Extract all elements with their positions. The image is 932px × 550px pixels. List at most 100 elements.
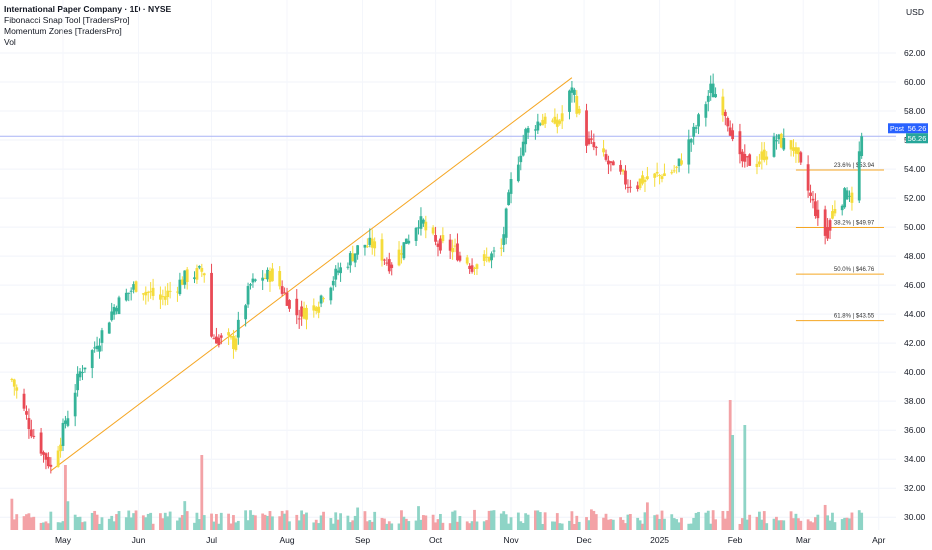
volume-bar bbox=[300, 510, 304, 530]
candle bbox=[536, 113, 540, 135]
volume-bar bbox=[200, 455, 204, 530]
candle bbox=[288, 299, 291, 312]
last-price-tag[interactable]: 56.26 bbox=[906, 133, 928, 144]
candle bbox=[709, 75, 713, 101]
candle-body bbox=[421, 219, 425, 224]
volume-bar bbox=[244, 510, 248, 530]
candle-body bbox=[402, 242, 406, 259]
volume-bar bbox=[385, 523, 389, 530]
volume-bar bbox=[64, 465, 67, 530]
candle-body bbox=[738, 131, 742, 155]
candle bbox=[689, 138, 693, 152]
candle bbox=[385, 257, 389, 266]
candle bbox=[421, 218, 425, 227]
candle-body bbox=[782, 138, 786, 150]
candle-body bbox=[519, 155, 523, 163]
candle-body bbox=[709, 83, 713, 94]
volume-bar bbox=[351, 520, 355, 530]
x-tick-label: Jun bbox=[132, 535, 146, 545]
volume-bar bbox=[663, 518, 666, 530]
indicator-volume[interactable]: Vol bbox=[4, 37, 16, 47]
candle-body bbox=[263, 277, 267, 279]
candle-body bbox=[149, 291, 153, 293]
candle-body bbox=[56, 450, 60, 467]
x-tick-label: Feb bbox=[728, 535, 743, 545]
candle-body bbox=[317, 306, 321, 313]
volume-bar bbox=[826, 515, 829, 530]
candle bbox=[295, 289, 299, 325]
candle bbox=[161, 289, 165, 306]
candle bbox=[658, 174, 661, 185]
volume-bar bbox=[828, 520, 832, 530]
candle-body bbox=[560, 113, 564, 122]
volume-bar bbox=[641, 523, 644, 530]
candle bbox=[436, 240, 440, 257]
volume-bar bbox=[363, 511, 367, 530]
candle-body bbox=[249, 284, 252, 286]
volume-bar bbox=[543, 512, 547, 530]
volume-bar bbox=[329, 518, 333, 530]
volume-bar bbox=[453, 510, 457, 530]
volume-bar bbox=[636, 517, 640, 530]
candle bbox=[387, 252, 391, 274]
candle-body bbox=[653, 173, 657, 178]
candle-body bbox=[670, 172, 674, 174]
volume-bar bbox=[110, 515, 114, 530]
candle-body bbox=[59, 444, 62, 452]
candle-body bbox=[714, 94, 717, 98]
candle-body bbox=[628, 186, 632, 188]
candle-body bbox=[843, 188, 847, 208]
candle bbox=[448, 233, 452, 259]
candle-body bbox=[680, 160, 683, 165]
candle bbox=[424, 215, 428, 239]
candle bbox=[833, 200, 837, 217]
volume-bar bbox=[336, 519, 340, 530]
candle bbox=[112, 304, 116, 320]
volume-bar bbox=[794, 513, 798, 530]
symbol-title[interactable]: International Paper Company · 1D · NYSE bbox=[4, 4, 172, 14]
candle-body bbox=[300, 306, 304, 317]
volume-bar bbox=[848, 518, 851, 530]
candle-body bbox=[592, 142, 596, 148]
candle bbox=[193, 271, 196, 284]
candle-body bbox=[726, 118, 730, 127]
candle bbox=[419, 207, 423, 236]
volume-bar bbox=[166, 516, 170, 530]
volume-bar bbox=[417, 506, 420, 530]
volume-bar bbox=[249, 510, 252, 530]
candle-body bbox=[536, 121, 540, 131]
candle bbox=[336, 262, 340, 276]
volume-bar bbox=[176, 520, 179, 530]
candle-body bbox=[295, 298, 299, 316]
volume-bar bbox=[46, 523, 50, 530]
candle bbox=[368, 228, 372, 248]
candle bbox=[249, 282, 252, 290]
candle bbox=[638, 178, 642, 191]
volume-bar bbox=[857, 510, 861, 530]
candle-body bbox=[83, 367, 87, 370]
candle bbox=[507, 189, 511, 206]
volume-bar bbox=[577, 521, 581, 530]
trendline[interactable] bbox=[50, 77, 573, 472]
candle bbox=[141, 292, 145, 301]
fib-level-label: 50.0% | $46.76 bbox=[834, 267, 875, 273]
volume-bar bbox=[521, 522, 525, 530]
fib-level-label: 38.2% | $49.97 bbox=[834, 221, 875, 227]
post-price-tag[interactable]: Post 56.26 bbox=[888, 123, 928, 134]
candle bbox=[300, 300, 304, 326]
candle bbox=[400, 245, 403, 264]
volume-bar bbox=[397, 523, 401, 530]
y-tick-label: 34.00 bbox=[904, 454, 926, 464]
candle-body bbox=[499, 247, 503, 249]
candle-body bbox=[526, 128, 530, 133]
candle-body bbox=[458, 255, 462, 261]
candle-body bbox=[227, 332, 230, 336]
indicator-fibonacci[interactable]: Fibonacci Snap Tool [TradersPro] bbox=[4, 15, 130, 25]
currency-label[interactable]: USD bbox=[906, 7, 924, 17]
candle-body bbox=[626, 187, 630, 189]
candle bbox=[816, 200, 820, 226]
y-tick-label: 62.00 bbox=[904, 48, 926, 58]
candle-body bbox=[183, 270, 187, 285]
candle-body bbox=[163, 296, 167, 300]
